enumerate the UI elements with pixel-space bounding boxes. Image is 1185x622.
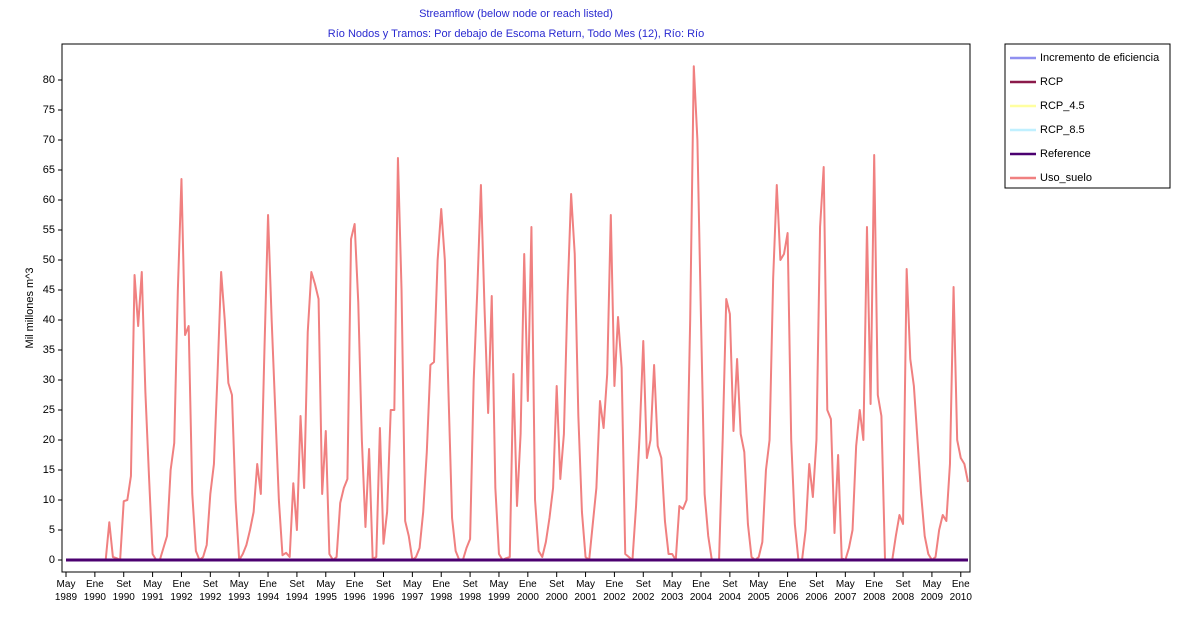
x-tick-label: Ene 2008 <box>863 579 886 603</box>
chart-subtitle: Río Nodos y Tramos: Por debajo de Escoma… <box>328 28 704 40</box>
y-tick-label: 0 <box>49 554 55 566</box>
y-tick-label: 80 <box>43 74 55 86</box>
y-tick-label: 25 <box>43 404 55 416</box>
legend-label: RCP_4.5 <box>1040 100 1085 112</box>
y-axis-label: Mil millones m^3 <box>24 268 36 349</box>
x-tick-label: Ene 1994 <box>256 579 280 603</box>
legend-label: Uso_suelo <box>1040 172 1092 184</box>
x-tick-label: Set 2002 <box>632 579 655 603</box>
y-tick-label: 55 <box>43 224 55 236</box>
x-tick-label: Ene 1998 <box>430 579 453 603</box>
x-tick-label: May 1997 <box>401 579 424 603</box>
x-tick-label: Ene 2002 <box>603 579 626 603</box>
x-tick-label: Set 2006 <box>805 579 828 603</box>
y-tick-label: 45 <box>43 284 55 296</box>
y-tick-label: 10 <box>43 494 55 506</box>
x-tick-label: May 2003 <box>661 579 684 603</box>
x-tick-label: Ene 1992 <box>170 579 193 603</box>
x-tick-label: Set 1990 <box>112 579 135 603</box>
plot-frame <box>61 43 971 573</box>
x-tick-label: Ene 2010 <box>949 579 972 603</box>
x-tick-label: Ene 2004 <box>689 579 713 603</box>
x-tick-label: Set 1992 <box>199 579 222 603</box>
x-tick-label: May 2009 <box>920 579 944 603</box>
x-tick-label: Set 2000 <box>545 579 568 603</box>
x-tick-label: May 1993 <box>228 579 251 603</box>
x-tick-label: May 1989 <box>54 579 78 603</box>
legend-label: RCP_8.5 <box>1040 124 1085 136</box>
y-tick-label: 5 <box>49 524 55 536</box>
x-tick-label: May 2007 <box>834 579 857 603</box>
x-tick-label: Ene 1990 <box>83 579 106 603</box>
chart-title: Streamflow (below node or reach listed) <box>419 8 613 20</box>
x-tick-label: Ene 1996 <box>343 579 366 603</box>
y-tick-label: 35 <box>43 344 55 356</box>
x-tick-label: May 2001 <box>574 579 597 603</box>
y-tick-label: 75 <box>43 104 55 116</box>
x-tick-label: Ene 2006 <box>776 579 799 603</box>
legend-label: Incremento de eficiencia <box>1040 52 1160 64</box>
x-tick-label: Set 2008 <box>891 579 915 603</box>
x-tick-label: Ene 2000 <box>516 579 539 603</box>
y-tick-label: 65 <box>43 164 55 176</box>
x-tick-label: May 1991 <box>141 579 164 603</box>
x-tick-label: Set 1998 <box>458 579 482 603</box>
x-tick-label: May 1999 <box>487 579 511 603</box>
y-tick-label: 60 <box>43 194 55 206</box>
x-tick-label: Set 1996 <box>372 579 395 603</box>
series-line <box>66 65 969 561</box>
legend-box <box>1004 43 1171 189</box>
legend-label: RCP <box>1040 76 1063 88</box>
x-tick-label: Set 2004 <box>718 579 741 603</box>
legend-label: Reference <box>1040 148 1091 160</box>
x-tick-label: Set 1994 <box>285 579 309 603</box>
y-tick-label: 30 <box>43 374 55 386</box>
y-tick-label: 70 <box>43 134 55 146</box>
x-tick-label: May 1995 <box>314 579 337 603</box>
x-tick-label: May 2005 <box>747 579 770 603</box>
y-tick-label: 15 <box>43 464 55 476</box>
y-tick-label: 40 <box>43 314 55 326</box>
y-tick-label: 20 <box>43 434 55 446</box>
y-tick-label: 50 <box>43 254 55 266</box>
